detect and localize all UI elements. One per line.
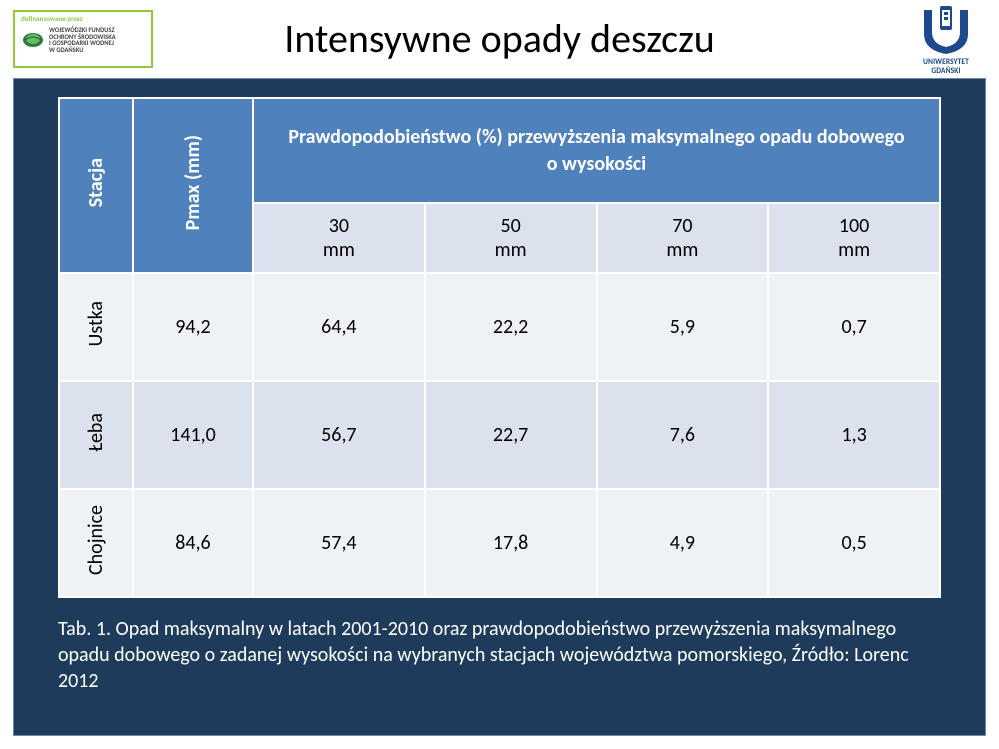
table-row: Chojnice 84,6 57,4 17,8 4,9 0,5 <box>59 489 940 597</box>
station-label: Łeba <box>84 413 108 452</box>
cell-p70: 7,6 <box>597 381 769 489</box>
subheader-100: 100mm <box>838 214 870 262</box>
station-label: Chojnice <box>84 505 108 575</box>
col-header-pmax: Pmax (mm) <box>181 135 205 230</box>
table-caption: Tab. 1. Opad maksymalny w latach 2001-20… <box>58 616 941 694</box>
cell-pmax: 84,6 <box>133 489 253 597</box>
cell-p100: 0,7 <box>768 273 940 381</box>
header: dofinansowane przez WOJEWÓDZKI FUNDUSZ O… <box>0 0 999 78</box>
cell-p100: 0,5 <box>768 489 940 597</box>
table-row: Ustka 94,2 64,4 22,2 5,9 0,7 <box>59 273 940 381</box>
table-row: Łeba 141,0 56,7 22,7 7,6 1,3 <box>59 381 940 489</box>
cell-p100: 1,3 <box>768 381 940 489</box>
page-title: Intensywne opady deszczu <box>0 14 999 63</box>
cell-p70: 4,9 <box>597 489 769 597</box>
table-header-row: Stacja Pmax (mm) Prawdopodobieństwo (%) … <box>59 98 940 203</box>
cell-p50: 17,8 <box>425 489 597 597</box>
cell-p30: 57,4 <box>253 489 425 597</box>
cell-pmax: 141,0 <box>133 381 253 489</box>
university-caption: UNIWERSYTET GDAŃSKI <box>911 58 981 76</box>
col-header-probability: Prawdopodobieństwo (%) przewyższenia mak… <box>253 98 940 203</box>
col-header-station: Stacja <box>84 158 108 207</box>
university-logo: UNIWERSYTET GDAŃSKI <box>911 6 981 76</box>
content-panel: Stacja Pmax (mm) Prawdopodobieństwo (%) … <box>13 78 986 736</box>
subheader-30: 30mm <box>323 214 355 262</box>
subheader-70: 70mm <box>666 214 698 262</box>
cell-p70: 5,9 <box>597 273 769 381</box>
cell-p50: 22,2 <box>425 273 597 381</box>
cell-pmax: 94,2 <box>133 273 253 381</box>
subheader-50: 50mm <box>495 214 527 262</box>
station-label: Ustka <box>84 301 108 346</box>
cell-p30: 56,7 <box>253 381 425 489</box>
rainfall-table: Stacja Pmax (mm) Prawdopodobieństwo (%) … <box>58 97 941 598</box>
cell-p30: 64,4 <box>253 273 425 381</box>
cell-p50: 22,7 <box>425 381 597 489</box>
university-shield-icon <box>918 6 974 56</box>
